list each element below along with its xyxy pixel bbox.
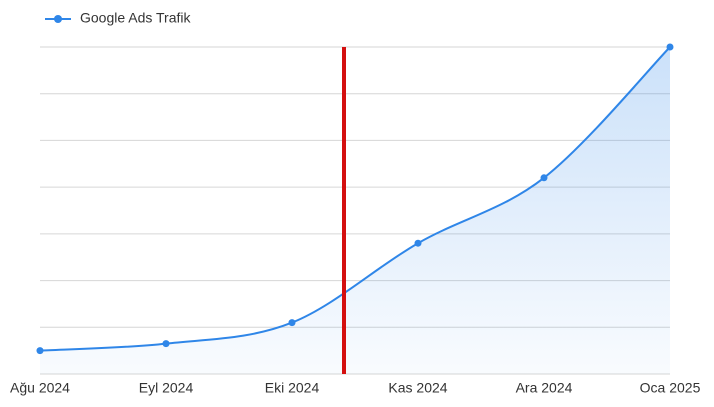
x-tick-label: Kas 2024	[388, 380, 447, 396]
grid	[40, 46, 670, 375]
x-axis: Ağu 2024 Eyl 2024 Eki 2024 Kas 2024 Ara 2024…	[10, 380, 701, 396]
x-tick-label: Ara 2024	[516, 380, 573, 396]
point	[162, 340, 170, 348]
legend: Google Ads Trafik	[45, 10, 192, 26]
point	[414, 239, 422, 247]
legend-dot	[54, 15, 62, 23]
point	[666, 43, 674, 51]
x-tick-label: Oca 2025	[640, 380, 701, 396]
area	[40, 47, 670, 374]
x-tick-label: Ağu 2024	[10, 380, 70, 396]
point	[540, 174, 548, 182]
legend-label: Google Ads Trafik	[80, 10, 192, 26]
point	[288, 319, 296, 327]
x-tick-label: Eki 2024	[265, 380, 320, 396]
point	[36, 347, 44, 355]
line	[39, 46, 671, 352]
plot	[39, 46, 671, 374]
points	[36, 43, 674, 355]
x-tick-label: Eyl 2024	[139, 380, 194, 396]
